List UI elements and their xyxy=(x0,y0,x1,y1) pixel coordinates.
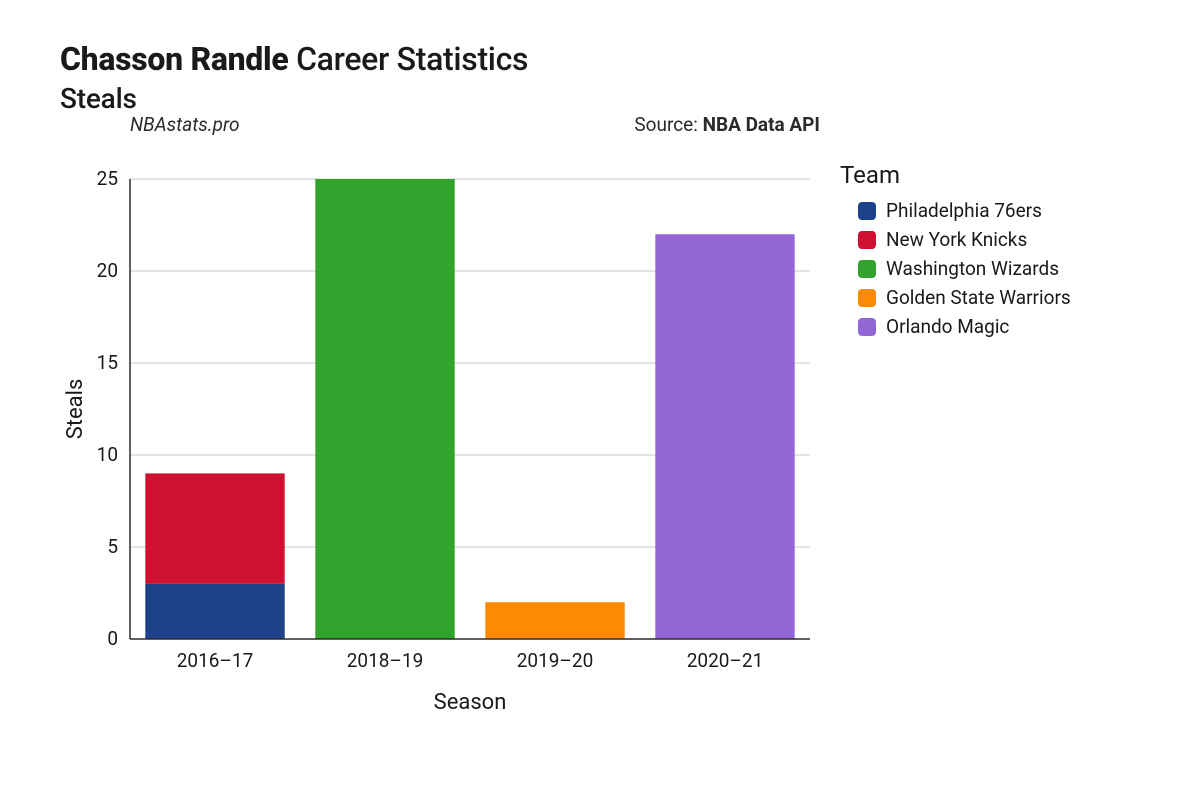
bar-segment xyxy=(145,473,284,583)
page-subtitle: Steals xyxy=(60,82,1160,115)
y-tick-label: 25 xyxy=(97,167,118,190)
y-tick-label: 0 xyxy=(107,627,118,650)
legend-swatch xyxy=(858,231,876,249)
bar-segment xyxy=(485,602,624,639)
legend-label: Philadelphia 76ers xyxy=(886,199,1042,222)
title-bold: Chasson Randle xyxy=(60,40,288,78)
chart-area: NBAstats.pro Source: NBA Data API 051015… xyxy=(60,143,820,729)
x-tick-label: 2018–19 xyxy=(347,649,424,672)
legend-label: Golden State Warriors xyxy=(886,286,1071,309)
legend-label: New York Knicks xyxy=(886,228,1027,251)
legend-item: Philadelphia 76ers xyxy=(840,199,1071,222)
legend: Team Philadelphia 76ers New York Knicks Wa… xyxy=(840,143,1071,344)
annotation-site: NBAstats.pro xyxy=(130,113,240,136)
legend-item: New York Knicks xyxy=(840,228,1071,251)
legend-swatch xyxy=(858,289,876,307)
legend-label: Washington Wizards xyxy=(886,257,1059,280)
x-axis-label: Season xyxy=(434,690,507,715)
title-rest: Career Statistics xyxy=(288,40,528,78)
legend-swatch xyxy=(858,202,876,220)
bar-segment xyxy=(145,584,284,639)
annotation-source: Source: NBA Data API xyxy=(634,113,820,136)
bar-segment xyxy=(655,234,794,639)
y-axis-label: Steals xyxy=(63,379,88,440)
y-tick-label: 20 xyxy=(97,259,118,282)
legend-swatch xyxy=(858,260,876,278)
x-tick-label: 2016–17 xyxy=(177,649,254,672)
legend-label: Orlando Magic xyxy=(886,315,1009,338)
legend-item: Orlando Magic xyxy=(840,315,1071,338)
legend-item: Washington Wizards xyxy=(840,257,1071,280)
legend-item: Golden State Warriors xyxy=(840,286,1071,309)
y-tick-label: 15 xyxy=(97,351,118,374)
y-tick-label: 5 xyxy=(107,535,118,558)
x-tick-label: 2020–21 xyxy=(687,649,764,672)
legend-swatch xyxy=(858,318,876,336)
page-title: Chasson Randle Career Statistics xyxy=(60,40,1160,78)
bar-segment xyxy=(315,179,454,639)
legend-title: Team xyxy=(840,161,1071,189)
y-tick-label: 10 xyxy=(97,443,118,466)
bar-chart: 0 5 10 15 20 25 2016–17 2018–19 2019–20 2020–21 Se… xyxy=(60,143,820,729)
x-tick-label: 2019–20 xyxy=(517,649,594,672)
